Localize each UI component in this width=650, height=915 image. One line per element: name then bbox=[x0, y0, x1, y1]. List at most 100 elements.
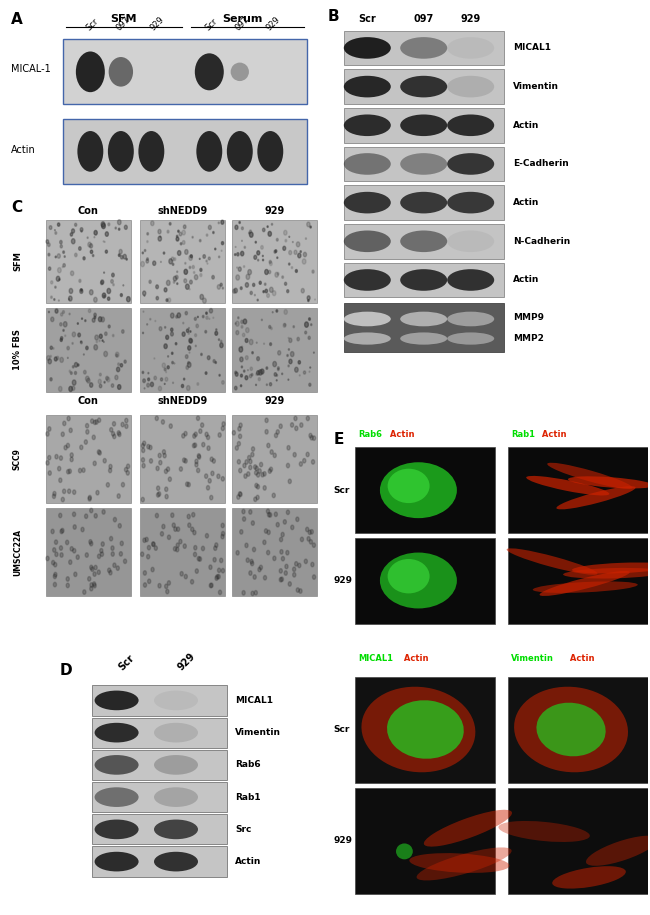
Circle shape bbox=[239, 491, 242, 496]
Circle shape bbox=[159, 460, 162, 465]
Circle shape bbox=[104, 351, 107, 357]
Circle shape bbox=[112, 422, 116, 426]
Circle shape bbox=[162, 524, 165, 529]
Circle shape bbox=[120, 255, 123, 259]
Circle shape bbox=[155, 320, 156, 321]
Circle shape bbox=[251, 452, 254, 457]
Circle shape bbox=[183, 225, 186, 229]
Circle shape bbox=[86, 378, 90, 383]
Circle shape bbox=[183, 322, 184, 324]
Text: 929: 929 bbox=[148, 15, 166, 32]
Circle shape bbox=[48, 426, 51, 431]
Circle shape bbox=[94, 345, 98, 350]
Circle shape bbox=[245, 283, 248, 287]
Circle shape bbox=[72, 366, 74, 368]
Circle shape bbox=[312, 270, 314, 274]
Circle shape bbox=[98, 450, 101, 455]
Bar bbox=[46, 415, 131, 503]
Bar bbox=[92, 846, 227, 877]
Circle shape bbox=[257, 357, 259, 361]
Circle shape bbox=[205, 533, 209, 538]
Circle shape bbox=[72, 239, 75, 243]
Circle shape bbox=[62, 266, 63, 267]
Circle shape bbox=[251, 561, 254, 565]
Ellipse shape bbox=[447, 38, 494, 59]
Circle shape bbox=[176, 316, 177, 318]
Circle shape bbox=[69, 428, 72, 433]
Circle shape bbox=[195, 459, 198, 464]
Bar bbox=[46, 220, 131, 303]
Ellipse shape bbox=[361, 687, 475, 772]
Bar bbox=[231, 220, 317, 303]
Circle shape bbox=[237, 253, 239, 256]
Circle shape bbox=[166, 589, 169, 594]
Circle shape bbox=[161, 378, 162, 381]
Circle shape bbox=[75, 223, 77, 226]
Circle shape bbox=[252, 373, 253, 376]
Circle shape bbox=[62, 310, 64, 314]
Circle shape bbox=[182, 231, 185, 235]
Circle shape bbox=[90, 243, 92, 248]
Circle shape bbox=[187, 362, 191, 367]
Circle shape bbox=[183, 544, 187, 548]
Circle shape bbox=[222, 422, 225, 426]
Circle shape bbox=[155, 513, 159, 518]
Circle shape bbox=[233, 289, 236, 294]
Ellipse shape bbox=[344, 192, 391, 213]
Circle shape bbox=[185, 311, 187, 315]
Circle shape bbox=[170, 332, 174, 336]
Circle shape bbox=[205, 330, 207, 333]
Circle shape bbox=[104, 382, 105, 383]
Text: Rab1: Rab1 bbox=[235, 792, 261, 802]
Circle shape bbox=[149, 446, 152, 450]
Circle shape bbox=[250, 230, 252, 232]
Circle shape bbox=[182, 434, 185, 438]
Circle shape bbox=[64, 446, 67, 450]
Circle shape bbox=[108, 568, 111, 573]
Circle shape bbox=[181, 384, 183, 388]
Circle shape bbox=[115, 375, 118, 380]
Circle shape bbox=[200, 274, 202, 276]
Circle shape bbox=[220, 340, 222, 342]
Circle shape bbox=[300, 423, 303, 427]
Ellipse shape bbox=[387, 468, 430, 503]
Circle shape bbox=[54, 298, 55, 300]
Circle shape bbox=[118, 228, 120, 231]
Circle shape bbox=[62, 489, 66, 493]
Circle shape bbox=[216, 575, 219, 579]
Ellipse shape bbox=[95, 691, 138, 710]
Circle shape bbox=[109, 570, 112, 575]
Circle shape bbox=[276, 430, 280, 435]
Circle shape bbox=[159, 386, 162, 391]
Bar bbox=[92, 782, 227, 813]
Circle shape bbox=[192, 444, 196, 447]
Circle shape bbox=[88, 497, 91, 501]
Circle shape bbox=[92, 436, 96, 439]
Circle shape bbox=[152, 542, 155, 546]
Circle shape bbox=[276, 522, 280, 527]
Circle shape bbox=[309, 371, 310, 372]
Ellipse shape bbox=[396, 844, 413, 859]
Circle shape bbox=[83, 354, 84, 355]
Ellipse shape bbox=[95, 723, 138, 742]
Circle shape bbox=[241, 366, 242, 368]
Circle shape bbox=[250, 232, 253, 237]
Circle shape bbox=[236, 274, 239, 280]
Circle shape bbox=[298, 361, 300, 364]
Circle shape bbox=[202, 546, 205, 551]
Ellipse shape bbox=[514, 687, 628, 772]
Circle shape bbox=[210, 457, 213, 461]
Circle shape bbox=[222, 381, 224, 384]
Circle shape bbox=[242, 333, 245, 337]
Circle shape bbox=[163, 454, 166, 458]
Text: Scr: Scr bbox=[84, 16, 100, 32]
Circle shape bbox=[279, 424, 282, 428]
Circle shape bbox=[54, 563, 57, 567]
Circle shape bbox=[85, 553, 88, 557]
Circle shape bbox=[303, 458, 306, 463]
Circle shape bbox=[256, 342, 257, 343]
Circle shape bbox=[161, 532, 164, 536]
Bar bbox=[344, 185, 504, 220]
Circle shape bbox=[210, 583, 213, 587]
Circle shape bbox=[120, 294, 122, 296]
